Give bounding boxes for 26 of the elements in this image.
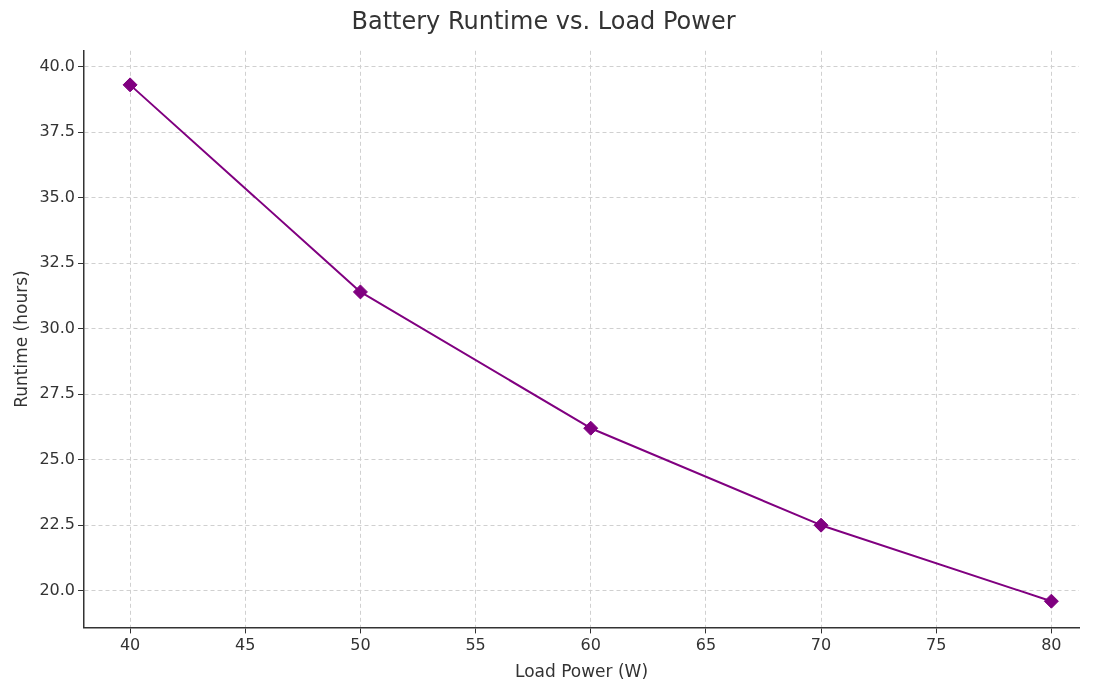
chart-title: Battery Runtime vs. Load Power xyxy=(351,6,736,35)
y-tick-label: 35.0 xyxy=(39,186,76,206)
y-tick-label: 27.5 xyxy=(39,383,76,403)
x-tick-label: 70 xyxy=(810,635,832,655)
y-tick-label: 25.0 xyxy=(39,448,76,468)
point xyxy=(352,284,368,300)
point xyxy=(1043,593,1059,609)
x-tick-label: 45 xyxy=(235,635,256,655)
y-tick-label: 20.0 xyxy=(39,579,76,599)
y-tick-label: 37.5 xyxy=(39,121,76,141)
point xyxy=(122,77,138,93)
point xyxy=(583,420,599,436)
point xyxy=(813,517,829,533)
y-axis-title: Runtime (hours) xyxy=(10,270,31,408)
y-tick-label: 40.0 xyxy=(39,55,76,75)
y-tick-label: 32.5 xyxy=(39,252,76,272)
x-tick-label: 65 xyxy=(695,635,717,655)
x-tick-label: 40 xyxy=(119,635,141,655)
x-tick-label: 60 xyxy=(580,635,601,655)
x-tick-label: 80 xyxy=(1041,635,1062,655)
x-tick-label: 75 xyxy=(926,635,947,655)
y-tick-label: 30.0 xyxy=(39,317,76,337)
x-axis-title: Load Power (W) xyxy=(514,661,649,682)
y-tick-label: 22.5 xyxy=(39,514,76,534)
x-tick-label: 50 xyxy=(350,635,371,655)
x-tick-label: 55 xyxy=(465,635,486,655)
